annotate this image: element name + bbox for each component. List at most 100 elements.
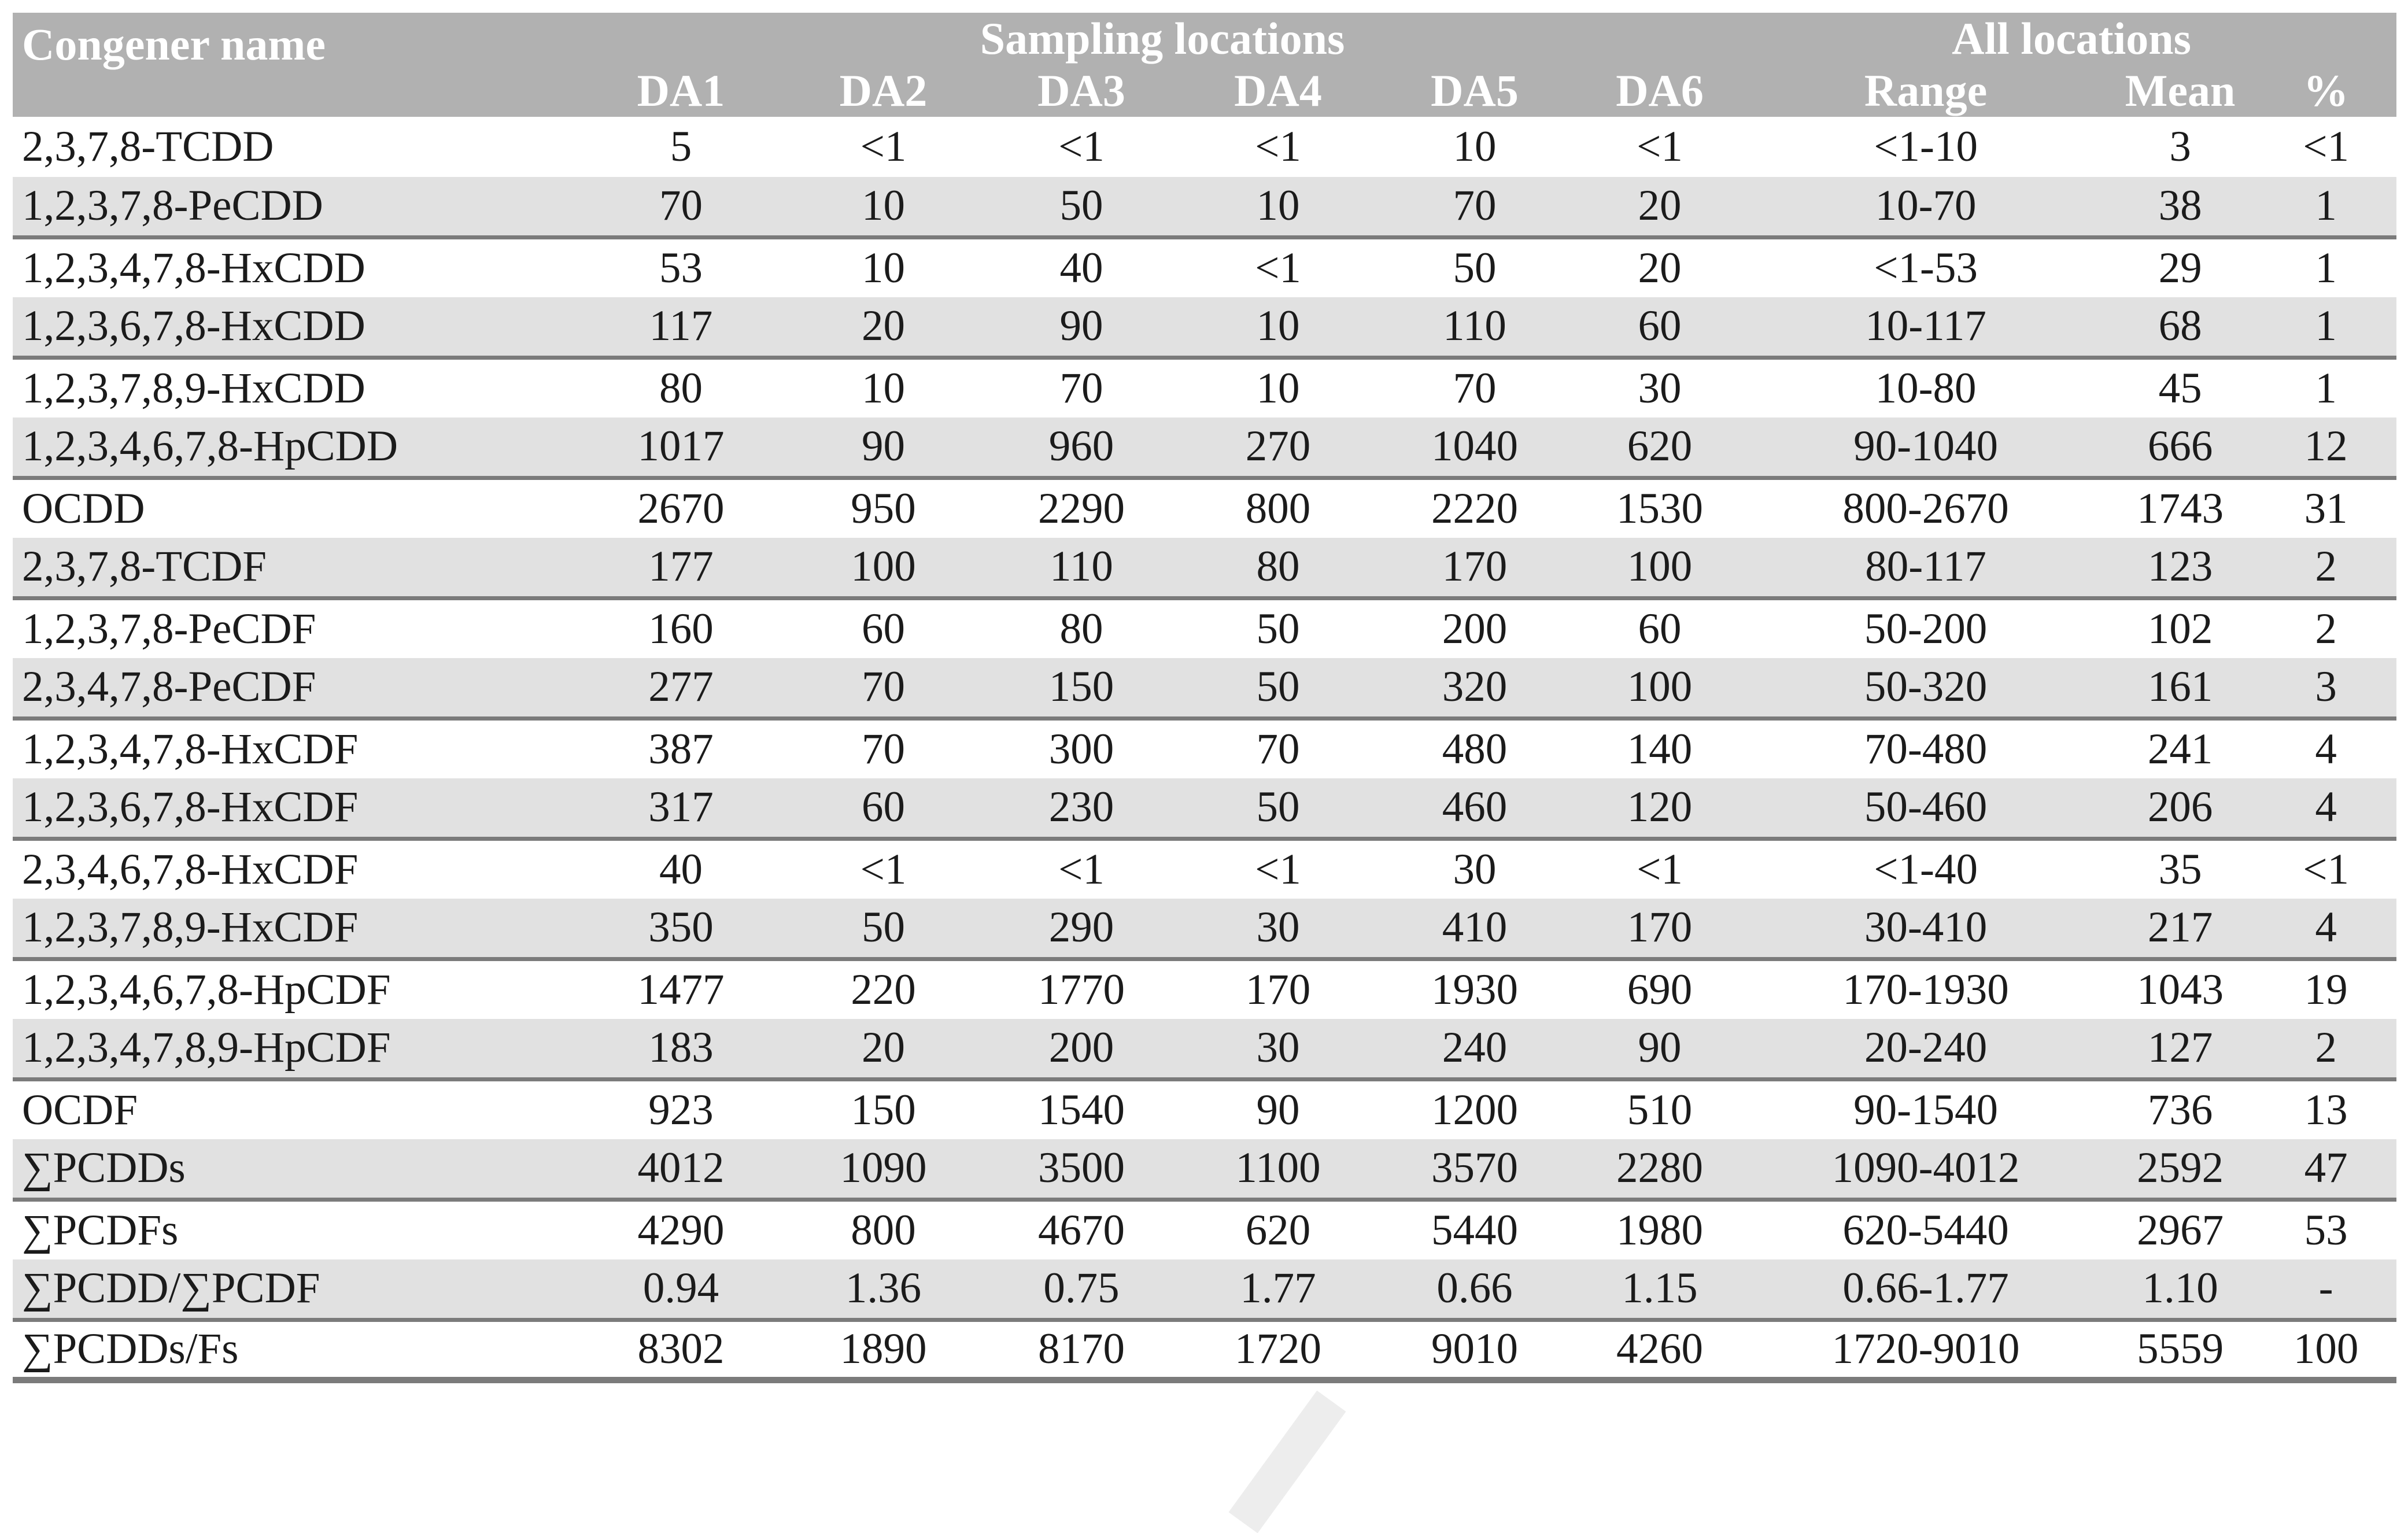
table-row: ∑PCDDs 4012 1090 3500 1100 3570 2280 1090-4012 2… <box>13 1139 2397 1202</box>
value-cell-range: 10-70 <box>1746 177 2106 239</box>
table-row: 1,2,3,4,6,7,8-HpCDF 1477 220 1770 170 1930 690… <box>13 959 2396 1019</box>
col-header-da1: DA1 <box>578 65 784 117</box>
value-cell-da3: <1 <box>1058 845 1105 893</box>
value-cell-mean: 1743 <box>2137 484 2224 533</box>
table-row: ∑PCDDs/Fs 8302 1890 8170 1720 9010 4260 1720-90… <box>13 1320 2397 1383</box>
table-row: OCDF 923 150 1540 90 1200 510 90-1540 736 13 <box>13 1079 2396 1139</box>
value-cell-da5: 320 <box>1376 658 1573 721</box>
value-cell-da2: <1 <box>860 845 907 893</box>
value-cell-mean: 45 <box>2158 364 2202 412</box>
col-header-da5: DA5 <box>1376 65 1573 117</box>
value-cell-range: 170-1930 <box>1842 965 2009 1014</box>
header-all-locations: All locations <box>1746 13 2397 65</box>
value-cell-da1: 317 <box>578 778 784 841</box>
table-row: 1,2,3,7,8-PeCDF 160 60 80 50 200 60 50-200 102 2 <box>13 598 2396 658</box>
value-cell-da4: <1 <box>1255 845 1301 893</box>
congener-name-cell: 2,3,4,6,7,8-HxCDF <box>22 845 359 893</box>
value-cell-range: 90-1540 <box>1853 1085 1999 1134</box>
value-cell-da3: 80 <box>1059 604 1103 653</box>
value-cell-pct: 31 <box>2304 484 2348 533</box>
value-cell-da3: 50 <box>983 177 1180 239</box>
value-cell-da1: 117 <box>578 297 784 360</box>
value-cell-da5: 0.66 <box>1376 1259 1573 1322</box>
value-cell-da6: 620 <box>1573 418 1747 480</box>
value-cell-da5: 1040 <box>1376 418 1573 480</box>
congener-name-cell: 2,3,7,8-TCDF <box>13 538 578 600</box>
congener-name-cell: 1,2,3,6,7,8-HxCDF <box>13 778 578 841</box>
congener-name-cell: 1,2,3,4,7,8,9-HpCDF <box>13 1019 578 1081</box>
value-cell-da1: 387 <box>648 725 714 773</box>
col-header-da6: DA6 <box>1573 65 1747 117</box>
table-row: 2,3,7,8-TCDD 5 <1 <1 <1 10 <1 <1-10 3 <1 <box>13 117 2396 177</box>
table-row: 2,3,7,8-TCDF 177 100 110 80 170 100 80-117 123 2 <box>13 538 2397 600</box>
table-row: 1,2,3,4,7,8,9-HpCDF 183 20 200 30 240 90 20-240… <box>13 1019 2397 1081</box>
value-cell-pct: 4 <box>2315 725 2337 773</box>
value-cell-da2: <1 <box>860 123 907 171</box>
value-cell-range: 10-117 <box>1746 297 2106 360</box>
value-cell-mean: 35 <box>2158 845 2202 893</box>
value-cell-mean: 3 <box>2169 123 2191 171</box>
value-cell-range: <1-10 <box>1874 123 1978 171</box>
col-header-da2: DA2 <box>784 65 983 117</box>
value-cell-da2: 1.36 <box>784 1259 983 1322</box>
value-cell-pct: 2 <box>2255 1019 2397 1081</box>
value-cell-da1: 177 <box>578 538 784 600</box>
value-cell-da2: 70 <box>862 725 905 773</box>
congener-name-cell: 2,3,4,7,8-PeCDF <box>13 658 578 721</box>
value-cell-da1: 40 <box>659 845 703 893</box>
value-cell-da4: 50 <box>1180 658 1376 721</box>
value-cell-da6: 100 <box>1573 658 1747 721</box>
value-cell-da6: <1 <box>1637 845 1683 893</box>
table-row: ∑PCDD/∑PCDF 0.94 1.36 0.75 1.77 0.66 1.15 0.66-… <box>13 1259 2397 1322</box>
value-cell-mean: 5559 <box>2105 1320 2256 1383</box>
value-cell-da5: 3570 <box>1376 1139 1573 1202</box>
value-cell-da4: 30 <box>1180 1019 1376 1081</box>
congener-concentration-table: Congener name Sampling locations All loc… <box>13 13 2397 1383</box>
table-row: 1,2,3,6,7,8-HxCDD 117 20 90 10 110 60 10-117 68 1 <box>13 297 2397 360</box>
value-cell-da2: 220 <box>851 965 916 1014</box>
value-cell-da1: 0.94 <box>578 1259 784 1322</box>
congener-name-cell: ∑PCDDs/Fs <box>13 1320 578 1383</box>
value-cell-mean: 1043 <box>2137 965 2224 1014</box>
congener-name-cell: 1,2,3,7,8-PeCDF <box>22 604 316 653</box>
value-cell-da6: 30 <box>1638 364 1682 412</box>
value-cell-da3: 70 <box>1059 364 1103 412</box>
value-cell-da1: 8302 <box>578 1320 784 1383</box>
table-row: 1,2,3,7,8-PeCDD 70 10 50 10 70 20 10-70 38 1 <box>13 177 2397 239</box>
congener-name-cell: 1,2,3,6,7,8-HxCDD <box>13 297 578 360</box>
watermark-fragment <box>1228 1390 1346 1533</box>
table-row: 1,2,3,7,8,9-HxCDF 350 50 290 30 410 170 30-410 2… <box>13 899 2397 961</box>
value-cell-da4: <1 <box>1255 243 1301 292</box>
value-cell-da5: 2220 <box>1431 484 1518 533</box>
value-cell-da3: 110 <box>983 538 1180 600</box>
value-cell-da2: 20 <box>784 1019 983 1081</box>
value-cell-da5: 240 <box>1376 1019 1573 1081</box>
value-cell-pct: 1 <box>2315 243 2337 292</box>
value-cell-da2: 10 <box>862 243 905 292</box>
header-group-row: Congener name Sampling locations All loc… <box>13 13 2397 117</box>
value-cell-da2: 50 <box>784 899 983 961</box>
value-cell-da4: 620 <box>1245 1206 1311 1254</box>
value-cell-da6: 60 <box>1573 297 1747 360</box>
value-cell-range: 90-1040 <box>1746 418 2106 480</box>
value-cell-range: <1-53 <box>1874 243 1978 292</box>
value-cell-pct: 100 <box>2255 1320 2397 1383</box>
value-cell-pct: 12 <box>2255 418 2397 480</box>
value-cell-mean: 1.10 <box>2105 1259 2256 1322</box>
value-cell-da1: 277 <box>578 658 784 721</box>
value-cell-da2: 1090 <box>784 1139 983 1202</box>
value-cell-da3: 960 <box>983 418 1180 480</box>
value-cell-da1: 70 <box>578 177 784 239</box>
value-cell-da6: 90 <box>1573 1019 1747 1081</box>
congener-name-cell: 1,2,3,7,8-PeCDD <box>13 177 578 239</box>
value-cell-da5: 110 <box>1376 297 1573 360</box>
congener-name-cell: 1,2,3,7,8,9-HxCDD <box>22 364 365 412</box>
value-cell-da6: 120 <box>1573 778 1747 841</box>
value-cell-pct: 19 <box>2304 965 2348 1014</box>
value-cell-da2: 1890 <box>784 1320 983 1383</box>
value-cell-da6: 4260 <box>1573 1320 1747 1383</box>
value-cell-da3: 290 <box>983 899 1180 961</box>
value-cell-da3: 200 <box>983 1019 1180 1081</box>
value-cell-mean: 736 <box>2147 1085 2213 1134</box>
value-cell-range: 50-200 <box>1864 604 1988 653</box>
